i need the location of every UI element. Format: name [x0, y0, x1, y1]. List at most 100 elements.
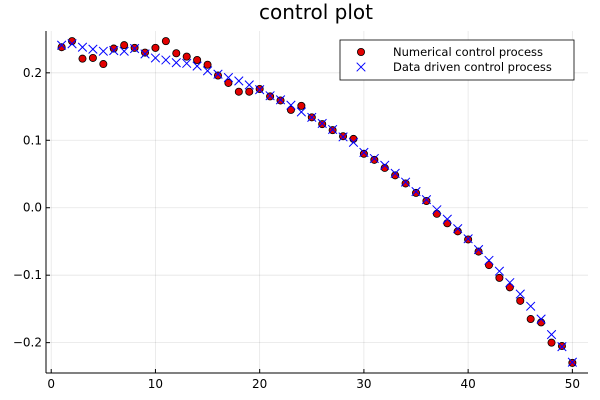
x-marker-stroke — [432, 205, 442, 215]
data-driven-point — [202, 66, 213, 76]
x-marker-stroke — [161, 55, 171, 65]
x-marker-stroke — [109, 45, 119, 56]
x-marker-stroke — [307, 112, 317, 122]
data-driven-point — [369, 153, 379, 164]
data-driven-point — [473, 244, 484, 255]
data-driven-point — [557, 342, 567, 352]
x-marker-stroke — [463, 234, 473, 244]
numerical-point — [172, 49, 181, 58]
numerical-point — [474, 247, 483, 256]
data-driven-point — [494, 266, 505, 276]
x-marker-stroke — [442, 214, 452, 224]
data-driven-point — [442, 214, 452, 224]
data-driven-point — [411, 186, 421, 197]
numerical-point — [359, 149, 368, 158]
legend-box — [339, 39, 575, 81]
data-driven-point — [526, 301, 536, 311]
numerical-point — [349, 134, 358, 143]
y-tick-label: −0.2 — [13, 336, 42, 350]
y-tick-label: −0.1 — [13, 268, 42, 282]
x-marker-stroke — [494, 266, 505, 276]
x-marker-stroke — [359, 147, 369, 158]
numerical-point — [182, 52, 191, 61]
x-marker-stroke — [390, 168, 400, 178]
data-driven-point — [546, 329, 557, 340]
data-driven-point — [265, 91, 275, 101]
series-data-driven-control — [56, 39, 578, 367]
data-driven-point — [213, 69, 223, 79]
numerical-point — [68, 37, 77, 46]
tick-labels: 0 10 20 30 40 50 −0.2 −0.1 0.0 0.1 0.2 — [13, 66, 580, 391]
data-driven-point — [171, 58, 181, 68]
x-marker-stroke — [356, 62, 366, 72]
x-marker-stroke — [182, 58, 192, 69]
data-driven-point — [390, 168, 400, 178]
data-driven-point — [255, 85, 265, 95]
data-driven-point — [338, 132, 348, 142]
data-driven-point — [275, 95, 286, 105]
x-tick-label: 30 — [356, 377, 371, 391]
x-marker-stroke — [453, 223, 463, 234]
data-driven-point — [505, 277, 515, 288]
x-marker-stroke — [369, 153, 379, 164]
x-marker-stroke — [129, 43, 140, 54]
x-marker-stroke — [286, 100, 296, 110]
x-marker-stroke — [98, 46, 108, 56]
x-tick-label: 0 — [47, 377, 55, 391]
numerical-point — [224, 78, 233, 87]
legend-label: Data driven control process — [393, 60, 552, 74]
numerical-point — [505, 283, 514, 292]
numerical-point — [370, 155, 379, 164]
legend-marker — [356, 62, 366, 72]
numerical-point — [203, 60, 212, 69]
numerical-point — [151, 43, 160, 52]
numerical-point — [286, 105, 295, 114]
data-driven-point — [109, 45, 119, 56]
data-driven-point — [192, 61, 202, 71]
x-marker-stroke — [213, 69, 223, 79]
x-marker-stroke — [275, 95, 286, 105]
numerical-point — [391, 171, 400, 180]
legend-label: Numerical control process — [393, 45, 543, 59]
data-driven-point — [234, 76, 244, 86]
data-driven-point — [67, 39, 77, 49]
x-marker-stroke — [119, 46, 129, 56]
numerical-point — [380, 163, 389, 172]
data-driven-point — [359, 147, 369, 158]
data-driven-point — [348, 137, 359, 147]
y-tick-label: 0.2 — [23, 66, 42, 80]
axes — [45, 31, 588, 374]
numerical-point — [537, 318, 546, 327]
x-marker-stroke — [192, 61, 202, 71]
x-marker-stroke — [546, 329, 557, 340]
x-marker-stroke — [557, 342, 567, 352]
x-marker-stroke — [296, 107, 307, 117]
numerical-point — [401, 179, 410, 188]
series-numerical-control — [57, 37, 577, 367]
x-marker-stroke — [473, 244, 484, 255]
x-marker-stroke — [317, 118, 327, 129]
x-marker-stroke — [88, 44, 98, 54]
x-marker-stroke — [140, 49, 150, 59]
data-driven-point — [567, 357, 578, 367]
numerical-point — [547, 338, 556, 347]
x-marker-stroke — [67, 39, 77, 49]
numerical-point — [422, 196, 431, 205]
numerical-point — [161, 37, 170, 46]
x-marker-stroke — [567, 357, 578, 367]
y-tick-label: 0.0 — [23, 201, 42, 215]
data-driven-point — [286, 100, 296, 110]
data-driven-point — [77, 42, 88, 52]
data-driven-point — [56, 40, 67, 50]
x-tick-label: 50 — [565, 377, 580, 391]
numerical-point — [443, 219, 452, 228]
data-driven-point — [421, 194, 432, 205]
x-marker-stroke — [150, 53, 161, 63]
data-driven-point — [536, 314, 546, 324]
numerical-point — [78, 54, 87, 63]
data-driven-point — [463, 234, 473, 244]
numerical-point — [432, 209, 441, 218]
x-tick-label: 40 — [460, 377, 475, 391]
